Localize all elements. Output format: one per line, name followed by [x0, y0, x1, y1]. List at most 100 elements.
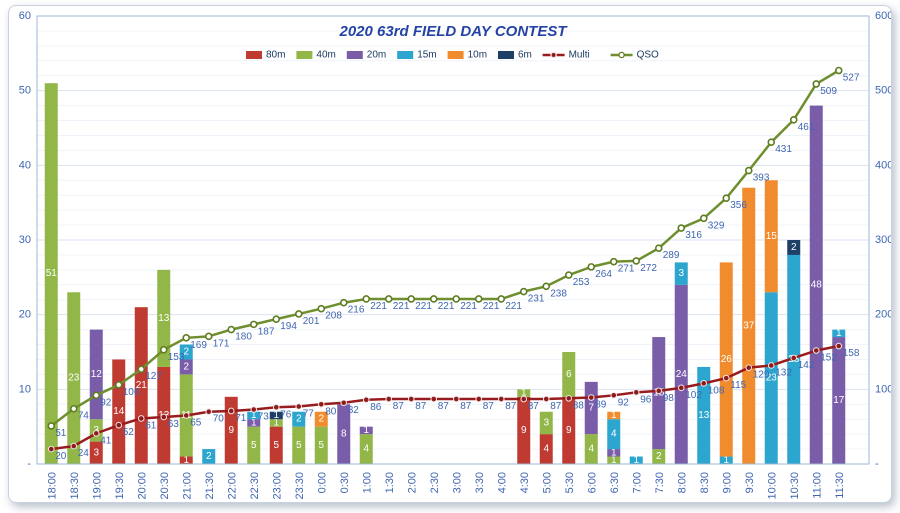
bar-segment-40m — [562, 352, 576, 397]
x-axis-label: 10:00 — [766, 472, 778, 500]
bar-segment-15m — [292, 411, 306, 427]
multi-point-label: 87 — [528, 401, 540, 412]
bar-segment-80m — [179, 456, 193, 464]
qso-line — [50, 69, 840, 427]
bar-segment-40m — [67, 292, 81, 464]
multi-point-marker — [340, 399, 348, 407]
qso-point-label: 461 — [798, 122, 815, 133]
x-axis-label: 7:30 — [654, 472, 666, 493]
multi-point-label: 89 — [595, 400, 607, 411]
multi-point-marker — [430, 395, 438, 403]
right-axis-tick: 200 — [875, 309, 891, 321]
right-axis-tick: 400 — [875, 159, 891, 171]
bar-segment-40m — [652, 449, 666, 464]
qso-point-marker — [92, 391, 101, 400]
multi-point-marker — [362, 396, 370, 404]
qso-point-marker — [632, 257, 641, 265]
qso-point-marker — [317, 304, 326, 313]
bar-label-40m: 1 — [521, 388, 527, 399]
qso-point-label: 527 — [843, 73, 860, 84]
bar-segment-40m — [517, 389, 531, 397]
qso-point-marker — [609, 257, 618, 266]
x-axis-label: 20:00 — [136, 472, 148, 500]
multi-point-label: 20 — [55, 451, 67, 462]
bar-label-10m: 2 — [318, 414, 324, 425]
multi-point-marker — [295, 403, 303, 410]
bar-label-20m: 17 — [833, 395, 845, 406]
x-axis-label: 9:30 — [744, 472, 756, 493]
bar-label-80m: 9 — [228, 425, 234, 436]
bar-segment-15m — [674, 262, 688, 285]
qso-point-marker — [474, 295, 483, 303]
legend-label-6m: 6m — [518, 50, 532, 61]
bar-segment-15m — [629, 456, 643, 464]
multi-point-label: 82 — [348, 405, 360, 416]
bar-segment-80m — [269, 426, 283, 464]
multi-point-label: 87 — [483, 401, 495, 412]
qso-point-marker — [362, 295, 371, 303]
multi-point-marker — [272, 403, 280, 411]
qso-point-marker — [182, 334, 191, 342]
x-axis-label: 22:30 — [249, 472, 261, 500]
qso-point-label: 221 — [393, 301, 410, 312]
x-axis-label: 20:30 — [159, 472, 171, 500]
multi-point-label: 52 — [123, 427, 135, 438]
qso-point-marker — [654, 244, 663, 253]
multi-point-marker — [835, 342, 843, 350]
chart-frame: 5123331214211313111222951151152528419143… — [8, 5, 892, 503]
qso-point-label: 171 — [213, 338, 230, 349]
qso-point-label: 393 — [753, 173, 770, 184]
legend-label-qso: QSO — [637, 50, 659, 61]
multi-point-label: 77 — [303, 409, 315, 420]
bar-label-40m: 4 — [588, 444, 594, 455]
multi-point-label: 70 — [213, 414, 225, 425]
bar-label-40m: 1 — [611, 455, 617, 466]
x-axis-label: 0:00 — [316, 472, 328, 493]
multi-point-label: 102 — [685, 390, 702, 401]
bar-segment-10m — [764, 180, 778, 293]
multi-point-label: 132 — [775, 367, 792, 378]
qso-point-label: 106 — [123, 387, 140, 398]
bar-segment-40m — [44, 83, 58, 464]
bar-segment-80m — [134, 307, 148, 464]
bar-label-40m: 51 — [46, 268, 58, 279]
legend-swatch-20m — [346, 51, 363, 59]
qso-point-label: 187 — [258, 326, 275, 337]
bar-segment-80m — [517, 396, 531, 464]
legend-label-40m: 40m — [316, 50, 335, 61]
x-axis-label: 0:30 — [339, 472, 351, 493]
bar-label-20m: 1 — [611, 447, 617, 458]
qso-point-marker — [384, 295, 393, 303]
legend-item-6m: 6m — [498, 50, 532, 61]
qso-point-marker — [722, 194, 731, 202]
qso-point-label: 153 — [168, 352, 185, 363]
qso-point-marker — [227, 325, 236, 334]
qso-point-label: 221 — [460, 301, 477, 312]
bar-segment-15m — [697, 366, 711, 464]
multi-point-marker — [722, 374, 730, 382]
chart-title: 2020 63rd FIELD DAY CONTEST — [338, 23, 568, 40]
x-axis-label: 1:00 — [361, 472, 373, 493]
qso-point-label: 92 — [100, 397, 112, 408]
multi-point-marker — [790, 354, 798, 362]
bar-label-20m: 2 — [183, 361, 189, 372]
bar-label-15m: 2 — [296, 414, 302, 425]
multi-point-marker — [655, 387, 663, 395]
left-axis-tick: 10 — [19, 383, 31, 395]
bar-segment-40m — [157, 269, 171, 367]
multi-point-marker — [520, 395, 528, 403]
x-axis-label: 18:30 — [69, 472, 81, 500]
multi-point-label: 73 — [258, 411, 270, 422]
legend-swatch-40m — [296, 51, 313, 59]
multi-point-label: 115 — [730, 380, 746, 391]
multi-point-label: 87 — [505, 401, 517, 412]
bar-label-40m: 1 — [273, 417, 279, 428]
legend-label-20m: 20m — [367, 50, 386, 61]
qso-point-marker — [47, 422, 56, 430]
bar-label-80m: 9 — [566, 425, 572, 436]
multi-point-label: 158 — [843, 348, 860, 359]
multi-point-marker — [587, 394, 595, 401]
qso-point-label: 289 — [663, 250, 680, 261]
left-axis-tick: 30 — [19, 234, 31, 246]
bar-label-10m: 1 — [611, 410, 617, 421]
